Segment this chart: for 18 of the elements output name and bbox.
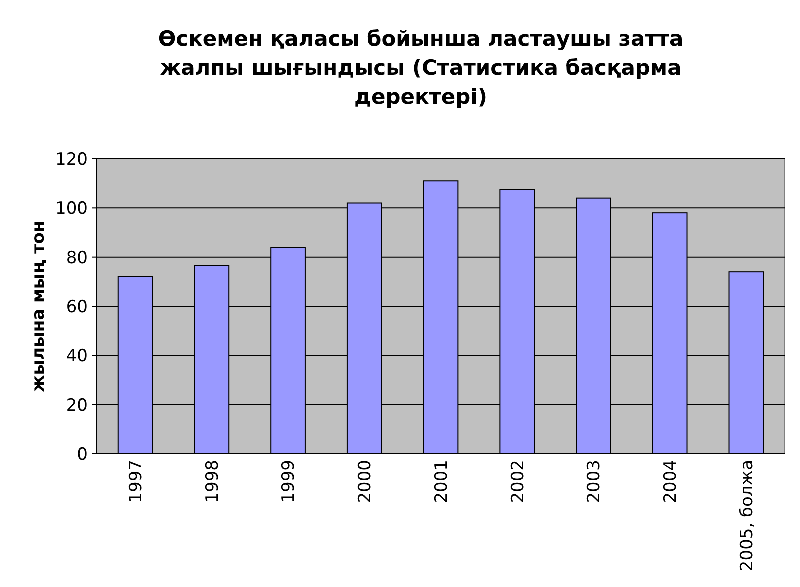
- x-tick-label: 2004: [661, 460, 682, 504]
- y-tick-label: 40: [66, 346, 88, 367]
- y-tick-label: 80: [66, 248, 88, 268]
- x-tick-label: 2002: [508, 460, 528, 504]
- x-tick-label: 2003: [584, 460, 605, 504]
- x-tick-label: 1998: [202, 460, 223, 504]
- y-tick-label: 60: [66, 297, 88, 318]
- y-tick-label: 120: [56, 150, 88, 170]
- chart-title: Өскемен қаласы бойынша ластаушы затта жалпы шығындысы (Статистика басқарма деректері): [158, 27, 684, 109]
- x-tick-label: 1997: [126, 460, 147, 504]
- y-axis-title: жылына мың тон: [29, 220, 49, 392]
- x-tick-label: 2005, болжа: [737, 460, 758, 572]
- y-tick-label: 100: [56, 199, 88, 220]
- x-tick-label: 2001: [432, 460, 452, 504]
- x-tick-label: 1999: [279, 460, 300, 504]
- y-tick-label: 20: [66, 396, 88, 416]
- y-tick-label: 0: [77, 444, 88, 465]
- x-tick-label: 2000: [356, 460, 376, 504]
